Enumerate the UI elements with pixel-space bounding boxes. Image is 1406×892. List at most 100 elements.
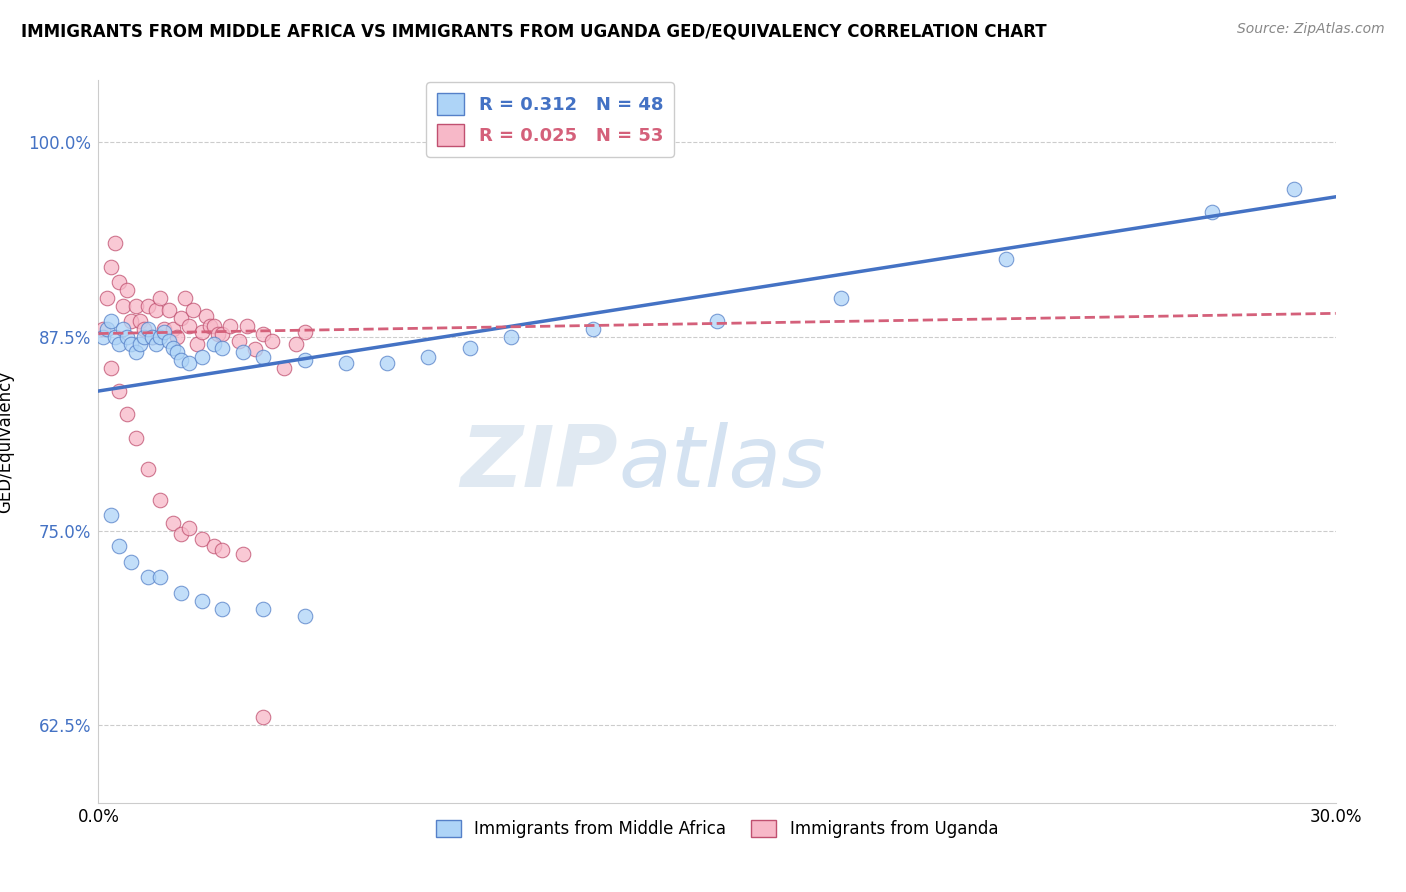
Point [190,532,212,546]
Point [285,337,308,351]
Point [124,299,146,313]
Point [706,314,728,328]
Point [100,508,122,523]
Point [190,350,212,364]
Point [149,329,172,343]
Point [170,311,193,326]
Point [260,334,283,349]
Point [294,325,316,339]
Point [170,353,193,368]
Point [96,322,118,336]
Point [190,594,212,608]
Point [582,322,605,336]
Point [830,291,852,305]
Point [198,318,221,333]
Point [232,345,254,359]
Point [273,360,295,375]
Text: Source: ZipAtlas.com: Source: ZipAtlas.com [1237,22,1385,37]
Point [458,341,481,355]
Point [149,570,172,584]
Point [211,601,233,615]
Point [202,337,225,351]
Point [112,322,135,336]
Point [994,252,1017,266]
Point [335,356,357,370]
Point [228,334,250,349]
Point [162,322,184,336]
Point [174,291,197,305]
Point [211,326,233,341]
Point [108,384,131,398]
Y-axis label: GED/Equivalency: GED/Equivalency [0,370,14,513]
Point [236,318,259,333]
Point [141,329,163,343]
Point [124,345,146,359]
Point [104,329,127,343]
Point [128,337,150,351]
Point [211,542,233,557]
Point [141,329,163,343]
Point [202,318,225,333]
Point [108,275,131,289]
Point [190,325,212,339]
Point [211,341,233,355]
Point [136,322,159,336]
Point [112,299,135,313]
Point [170,527,193,541]
Point [91,322,114,336]
Point [132,322,155,336]
Point [124,431,146,445]
Point [499,329,522,343]
Point [117,408,139,422]
Text: atlas: atlas [619,422,827,505]
Point [100,360,122,375]
Point [157,334,180,349]
Legend: Immigrants from Middle Africa, Immigrants from Uganda: Immigrants from Middle Africa, Immigrant… [429,814,1005,845]
Point [181,303,204,318]
Point [179,521,201,535]
Point [128,314,150,328]
Point [145,337,167,351]
Point [186,337,208,351]
Point [1201,205,1223,219]
Point [136,461,159,475]
Point [162,516,184,530]
Point [91,329,114,343]
Point [202,540,225,554]
Point [100,314,122,328]
Point [294,609,316,624]
Point [120,555,142,569]
Point [252,601,274,615]
Point [153,325,176,339]
Point [100,260,122,274]
Point [96,291,118,305]
Point [149,492,172,507]
Point [170,586,193,600]
Point [243,342,266,356]
Point [117,329,139,343]
Point [219,318,242,333]
Text: IMMIGRANTS FROM MIDDLE AFRICA VS IMMIGRANTS FROM UGANDA GED/EQUIVALENCY CORRELAT: IMMIGRANTS FROM MIDDLE AFRICA VS IMMIGRA… [21,22,1046,40]
Point [252,710,274,724]
Point [108,540,131,554]
Point [117,283,139,297]
Point [375,356,398,370]
Point [194,310,217,324]
Point [166,329,188,343]
Point [162,341,184,355]
Point [179,356,201,370]
Point [120,314,142,328]
Point [207,326,229,341]
Point [232,547,254,561]
Point [104,236,127,251]
Point [136,299,159,313]
Point [132,329,155,343]
Point [108,337,131,351]
Point [120,337,142,351]
Point [166,345,188,359]
Point [294,353,316,368]
Point [153,322,176,336]
Point [252,350,274,364]
Point [149,291,172,305]
Text: ZIP: ZIP [460,422,619,505]
